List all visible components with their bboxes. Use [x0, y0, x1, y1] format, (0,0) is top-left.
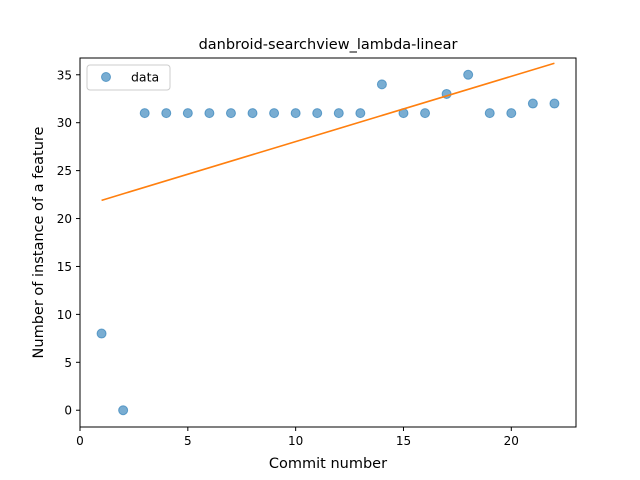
- y-tick-label: 20: [57, 212, 72, 226]
- plot-area: [96, 62, 560, 416]
- y-tick-label: 5: [64, 356, 72, 370]
- data-point: [118, 405, 129, 416]
- data-point: [161, 108, 172, 119]
- data-point: [269, 108, 280, 119]
- x-tick-label: 0: [76, 434, 84, 448]
- data-point: [290, 108, 301, 119]
- data-point: [96, 328, 107, 339]
- y-axis-label: Number of instance of a feature: [31, 126, 47, 358]
- y-tick-label: 10: [57, 308, 72, 322]
- data-point: [484, 108, 495, 119]
- data-point: [182, 108, 193, 119]
- x-tick-label: 20: [504, 434, 519, 448]
- legend: data: [86, 64, 171, 91]
- fit-line: [101, 62, 555, 202]
- x-axis: 0 5 10 15 20: [76, 427, 519, 448]
- y-tick-label: 25: [57, 164, 72, 178]
- data-point: [139, 108, 150, 119]
- data-point: [204, 108, 215, 119]
- data-point: [247, 108, 258, 119]
- x-tick-label: 5: [184, 434, 192, 448]
- data-point: [355, 108, 366, 119]
- y-tick-label: 15: [57, 260, 72, 274]
- x-tick-label: 10: [288, 434, 303, 448]
- data-point: [506, 108, 517, 119]
- y-axis: 0 5 10 15 20 25 30 35: [57, 68, 80, 418]
- legend-box: [86, 64, 171, 91]
- data-point: [225, 108, 236, 119]
- data-point: [376, 79, 387, 90]
- y-tick-label: 35: [57, 68, 72, 82]
- data-point: [333, 108, 344, 119]
- data-point: [527, 98, 538, 109]
- x-axis-label: Commit number: [269, 456, 387, 472]
- chart-title: danbroid-searchview_lambda-linear: [199, 37, 458, 53]
- data-point: [312, 108, 323, 119]
- data-point: [463, 69, 474, 80]
- data-point: [420, 108, 431, 119]
- y-tick-label: 30: [57, 116, 72, 130]
- x-tick-label: 15: [396, 434, 411, 448]
- legend-marker: [101, 72, 111, 82]
- legend-label: data: [131, 70, 159, 85]
- data-point: [549, 98, 560, 109]
- y-tick-label: 0: [64, 404, 72, 418]
- axes-frame: [79, 57, 577, 428]
